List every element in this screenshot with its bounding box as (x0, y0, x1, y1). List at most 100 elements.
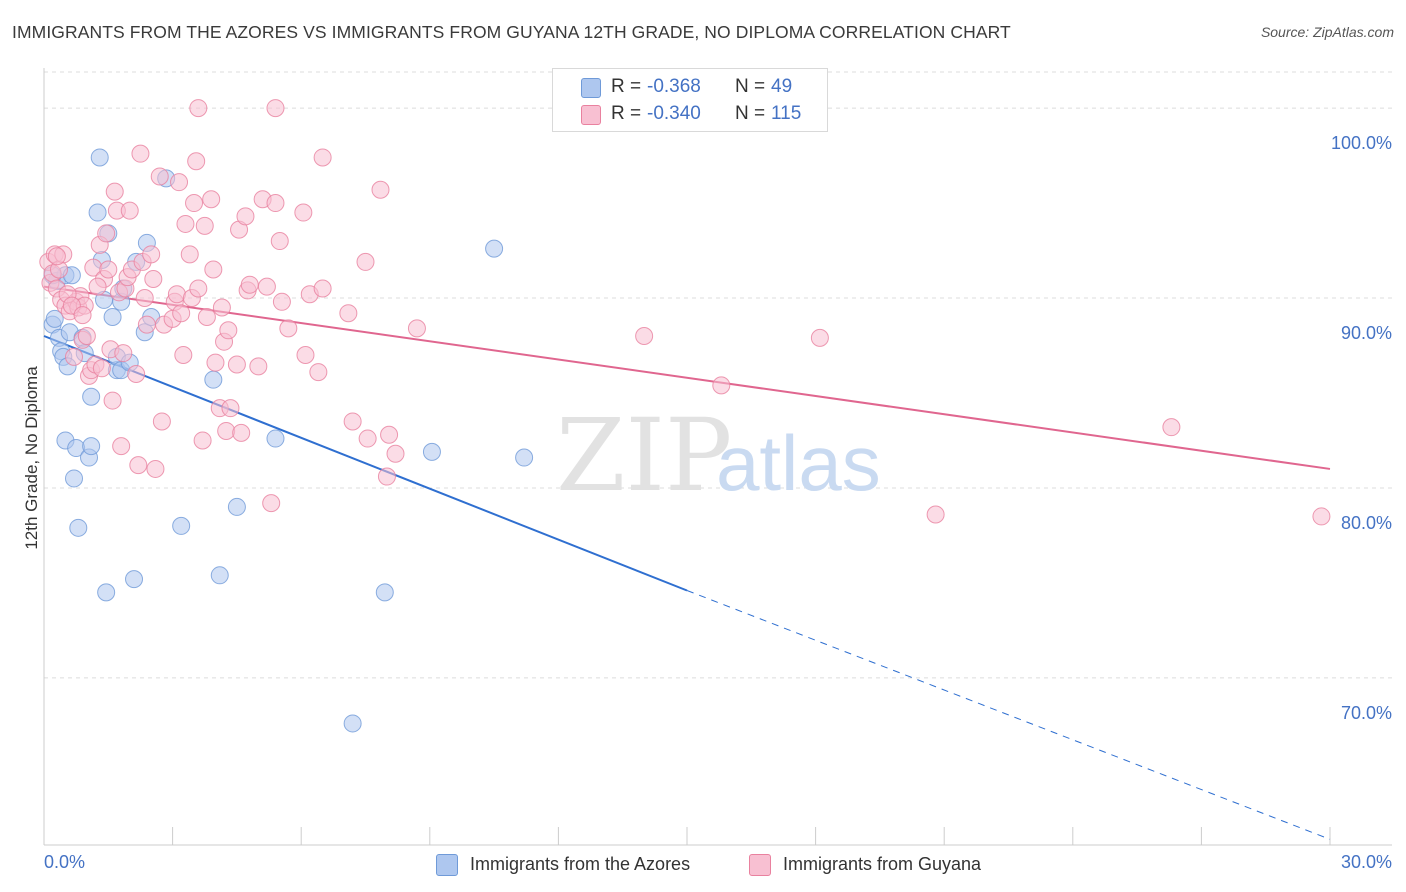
guyana-point (170, 173, 189, 192)
watermark: ZIP atlas (556, 397, 881, 514)
axes (43, 68, 1392, 846)
guyana-point (266, 194, 285, 213)
grid-lines (44, 71, 1392, 679)
trend-lines (43, 285, 1331, 840)
guyana-point (137, 315, 156, 334)
guyana-point (172, 304, 191, 323)
guyana-point (189, 99, 208, 118)
guyana-point (212, 298, 231, 317)
guyana-point (272, 292, 291, 311)
guyana-point (112, 437, 131, 456)
stats-row-azores: R = -0.368 N = 49 (553, 74, 827, 100)
chart-title: IMMIGRANTS FROM THE AZORES VS IMMIGRANTS… (12, 22, 1011, 42)
azores-point (375, 583, 394, 602)
azores-swatch (581, 78, 601, 98)
guyana-point (103, 391, 122, 410)
azores-point (422, 442, 441, 461)
azores-point (90, 148, 109, 167)
azores-point (485, 239, 504, 258)
guyana-point (380, 425, 399, 444)
guyana-point (174, 345, 193, 364)
guyana-trend-line (43, 285, 1331, 470)
guyana-point (206, 353, 225, 372)
guyana-point (279, 319, 298, 338)
guyana-point (926, 505, 945, 524)
guyana-point (296, 345, 315, 364)
n-label: N = (735, 103, 766, 124)
legend-swatch-guyana (749, 854, 771, 876)
guyana-point (187, 152, 206, 171)
azores-point (204, 370, 223, 389)
azores-point (65, 469, 84, 488)
guyana-point (266, 99, 285, 118)
azores-point (82, 387, 101, 406)
legend-label-guyana: Immigrants from Guyana (783, 854, 982, 874)
axis-ticks: 70.0% 80.0% 90.0% 100.0% 0.0% 30.0% (44, 133, 1392, 872)
guyana-point (313, 148, 332, 167)
azores-trend-extension (686, 590, 1331, 840)
guyana-point (236, 207, 255, 226)
watermark-atlas: atlas (716, 419, 881, 507)
guyana-point (135, 289, 154, 308)
stats-box: R = -0.368 N = 49 R = -0.340 N = 115 (552, 68, 828, 132)
guyana-point (176, 214, 195, 233)
source-label[interactable]: Source: ZipAtlas.com (1260, 24, 1394, 40)
guyana-point (217, 421, 236, 440)
guyana-point (193, 431, 212, 450)
guyana-point (371, 180, 390, 199)
guyana-point (146, 459, 165, 478)
guyana-point (127, 364, 146, 383)
guyana-point (195, 216, 214, 235)
r-label: R = (611, 76, 642, 97)
watermark-zip: ZIP (556, 397, 732, 514)
azores-point (515, 448, 534, 467)
guyana-swatch (581, 105, 601, 125)
azores-point (88, 203, 107, 222)
azores-point (69, 518, 88, 537)
y-tick-label: 80.0% (1341, 513, 1392, 533)
guyana-point (73, 306, 92, 325)
azores-point (45, 309, 64, 328)
n-value: 49 (771, 76, 793, 97)
guyana-point (249, 357, 268, 376)
guyana-point (227, 355, 246, 374)
guyana-point (232, 423, 251, 442)
guyana-point (129, 456, 148, 475)
guyana-point (270, 232, 289, 251)
legend-swatch-azores (436, 854, 458, 876)
y-axis-title: 12th Grade, No Diploma (22, 366, 41, 550)
azores-point (172, 516, 191, 535)
guyana-point (313, 279, 332, 298)
azores-point (97, 583, 116, 602)
guyana-point (810, 328, 829, 347)
guyana-point (219, 321, 238, 340)
y-tick-label: 70.0% (1341, 703, 1392, 723)
guyana-point (356, 252, 375, 271)
data-points (39, 99, 1331, 733)
azores-point (82, 437, 101, 456)
guyana-point (65, 347, 84, 366)
r-value: -0.368 (647, 76, 701, 97)
azores-point (125, 570, 144, 589)
n-value: 115 (771, 103, 802, 124)
guyana-point (120, 201, 139, 220)
guyana-point (257, 277, 276, 296)
guyana-point (189, 279, 208, 298)
guyana-point (202, 190, 221, 209)
guyana-point (377, 467, 396, 486)
guyana-point (221, 399, 240, 418)
guyana-point (99, 260, 118, 279)
n-label: N = (735, 76, 766, 97)
guyana-point (92, 359, 111, 378)
y-tick-label: 100.0% (1331, 133, 1392, 153)
guyana-point (180, 245, 199, 264)
guyana-point (142, 245, 161, 264)
y-tick-label: 90.0% (1341, 323, 1392, 343)
guyana-point (635, 326, 654, 345)
guyana-point (294, 203, 313, 222)
guyana-point (204, 260, 223, 279)
x-tick-label: 30.0% (1341, 852, 1392, 872)
guyana-point (97, 224, 116, 243)
guyana-point (88, 277, 107, 296)
